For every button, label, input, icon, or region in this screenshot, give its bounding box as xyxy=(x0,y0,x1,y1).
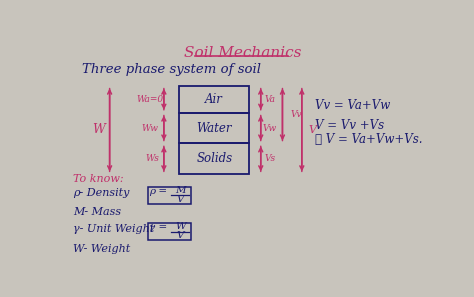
Text: Three phase system of soil: Three phase system of soil xyxy=(82,63,262,76)
Text: Vs: Vs xyxy=(264,154,275,163)
Bar xyxy=(179,86,249,113)
Text: M: M xyxy=(175,186,186,195)
Bar xyxy=(148,187,191,203)
Text: Ww: Ww xyxy=(141,124,158,132)
Text: ρ =: ρ = xyxy=(149,187,167,196)
Text: Air: Air xyxy=(205,93,223,106)
Text: W: W xyxy=(92,124,105,136)
Text: Solids: Solids xyxy=(196,152,232,165)
Text: Vv: Vv xyxy=(290,110,302,119)
Text: W: W xyxy=(175,222,186,231)
Text: M- Mass: M- Mass xyxy=(73,207,121,217)
Text: Wa=0: Wa=0 xyxy=(137,95,164,104)
Bar xyxy=(179,143,249,174)
Text: Soil Mechanics: Soil Mechanics xyxy=(184,46,301,60)
Text: Va: Va xyxy=(264,95,275,104)
Text: V: V xyxy=(177,231,184,241)
Text: Vv = Va+Vw: Vv = Va+Vw xyxy=(315,99,390,112)
Text: γ =: γ = xyxy=(149,223,167,232)
Text: V = Vv +Vs: V = Vv +Vs xyxy=(315,119,384,132)
Text: Ws: Ws xyxy=(146,154,159,163)
Text: W- Weight: W- Weight xyxy=(73,244,130,254)
Text: ∴ V = Va+Vw+Vs.: ∴ V = Va+Vw+Vs. xyxy=(315,133,422,146)
Bar xyxy=(148,223,191,240)
Text: V: V xyxy=(308,125,316,135)
Text: ρ- Density: ρ- Density xyxy=(73,188,129,198)
Text: γ- Unit Weight: γ- Unit Weight xyxy=(73,224,155,234)
Text: Vw: Vw xyxy=(263,124,277,132)
Text: V: V xyxy=(177,195,184,204)
Text: Water: Water xyxy=(197,121,232,135)
Text: To know:: To know: xyxy=(73,174,124,184)
Bar xyxy=(179,113,249,143)
